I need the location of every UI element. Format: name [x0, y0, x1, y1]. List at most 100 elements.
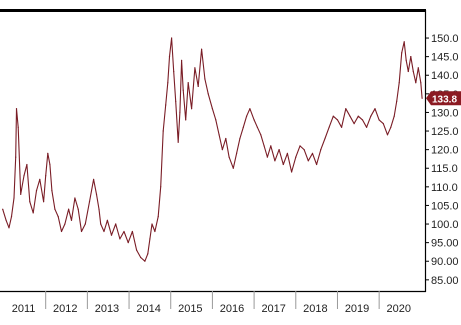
data-point: [175, 100, 177, 102]
data-point: [127, 242, 129, 244]
data-point: [10, 216, 13, 218]
data-point: [103, 230, 105, 233]
data-point: [370, 115, 372, 117]
x-tick-label: 2018: [303, 303, 327, 315]
data-point: [211, 108, 213, 110]
data-point: [93, 178, 95, 180]
data-point: [256, 126, 258, 128]
data-point: [366, 126, 368, 128]
data-point: [374, 108, 376, 110]
x-tick-label: 2019: [345, 303, 369, 315]
y-tick-label: 145.0: [431, 52, 459, 64]
y-tick-label: 95.00: [431, 238, 459, 250]
data-point: [197, 85, 199, 87]
data-point: [225, 137, 227, 140]
data-point: [253, 119, 255, 121]
last-price-badge: 133.8: [426, 91, 461, 106]
data-point: [20, 193, 22, 195]
x-tick-label: 2017: [261, 303, 285, 315]
data-point: [84, 223, 86, 225]
data-point: [311, 152, 314, 154]
data-point: [173, 70, 175, 73]
data-point: [421, 97, 423, 99]
data-point: [349, 115, 351, 117]
data-point: [80, 230, 83, 233]
data-point: [332, 115, 334, 117]
data-point: [182, 89, 184, 91]
x-tick-label: 2020: [386, 303, 410, 315]
data-point: [353, 123, 355, 125]
data-point: [328, 126, 330, 128]
data-point: [336, 119, 339, 121]
data-point: [177, 141, 179, 143]
data-point: [181, 59, 183, 62]
data-point: [407, 70, 409, 73]
data-point: [54, 208, 56, 210]
data-point: [282, 163, 284, 166]
x-tick-label: 2013: [95, 303, 119, 315]
data-point: [131, 230, 133, 233]
data-point: [160, 186, 162, 188]
data-point: [316, 163, 318, 166]
data-point: [5, 219, 7, 221]
x-tick-label: 2015: [178, 303, 202, 315]
data-point: [405, 59, 407, 62]
data-point: [299, 145, 301, 147]
data-point: [57, 216, 59, 218]
data-point: [410, 56, 412, 58]
data-point: [246, 115, 248, 117]
data-point: [286, 152, 288, 154]
data-point: [386, 134, 389, 136]
data-point: [215, 119, 217, 121]
data-point: [154, 230, 156, 233]
data-point: [13, 197, 15, 199]
data-point: [185, 119, 187, 121]
last-price-label: 133.8: [432, 94, 457, 105]
data-point: [100, 223, 102, 225]
y-tick-label: 120.0: [431, 145, 459, 157]
x-tick-label: 2012: [53, 303, 77, 315]
data-point: [51, 190, 53, 192]
data-point: [191, 108, 193, 110]
data-point: [249, 108, 251, 110]
data-point: [98, 208, 100, 210]
data-point: [420, 82, 422, 84]
data-point: [88, 201, 91, 203]
data-point: [232, 167, 234, 169]
data-point: [165, 104, 167, 106]
data-point: [274, 160, 276, 162]
data-point: [47, 152, 49, 154]
data-point: [201, 48, 203, 50]
data-point: [291, 171, 293, 173]
x-tick-label: 2011: [12, 303, 36, 315]
data-point: [239, 137, 241, 140]
data-point: [412, 70, 414, 73]
data-point: [110, 234, 113, 236]
series-line-0: [2, 37, 423, 262]
y-tick-label: 90.00: [431, 256, 459, 268]
data-point: [119, 238, 121, 240]
data-point: [341, 126, 343, 128]
data-point: [147, 253, 149, 255]
data-point: [15, 108, 18, 110]
data-point: [357, 115, 359, 117]
data-point: [260, 134, 262, 136]
data-point: [8, 227, 10, 229]
data-point: [15, 156, 17, 158]
data-point: [270, 145, 272, 147]
data-point: [401, 52, 403, 54]
x-tick-layer: 2011 2012 2013 2014 2015 2016 2017 2018 2019 2020: [12, 291, 411, 315]
data-point: [303, 149, 305, 151]
data-point: [415, 82, 417, 84]
data-point: [171, 37, 173, 39]
data-point: [228, 156, 230, 158]
data-point: [194, 67, 196, 69]
data-point: [295, 156, 297, 158]
data-point: [167, 82, 169, 84]
data-point: [77, 208, 79, 210]
y-tick-label: 105.0: [431, 200, 459, 212]
data-point: [43, 201, 45, 203]
data-point: [187, 82, 189, 84]
data-point: [157, 216, 159, 218]
